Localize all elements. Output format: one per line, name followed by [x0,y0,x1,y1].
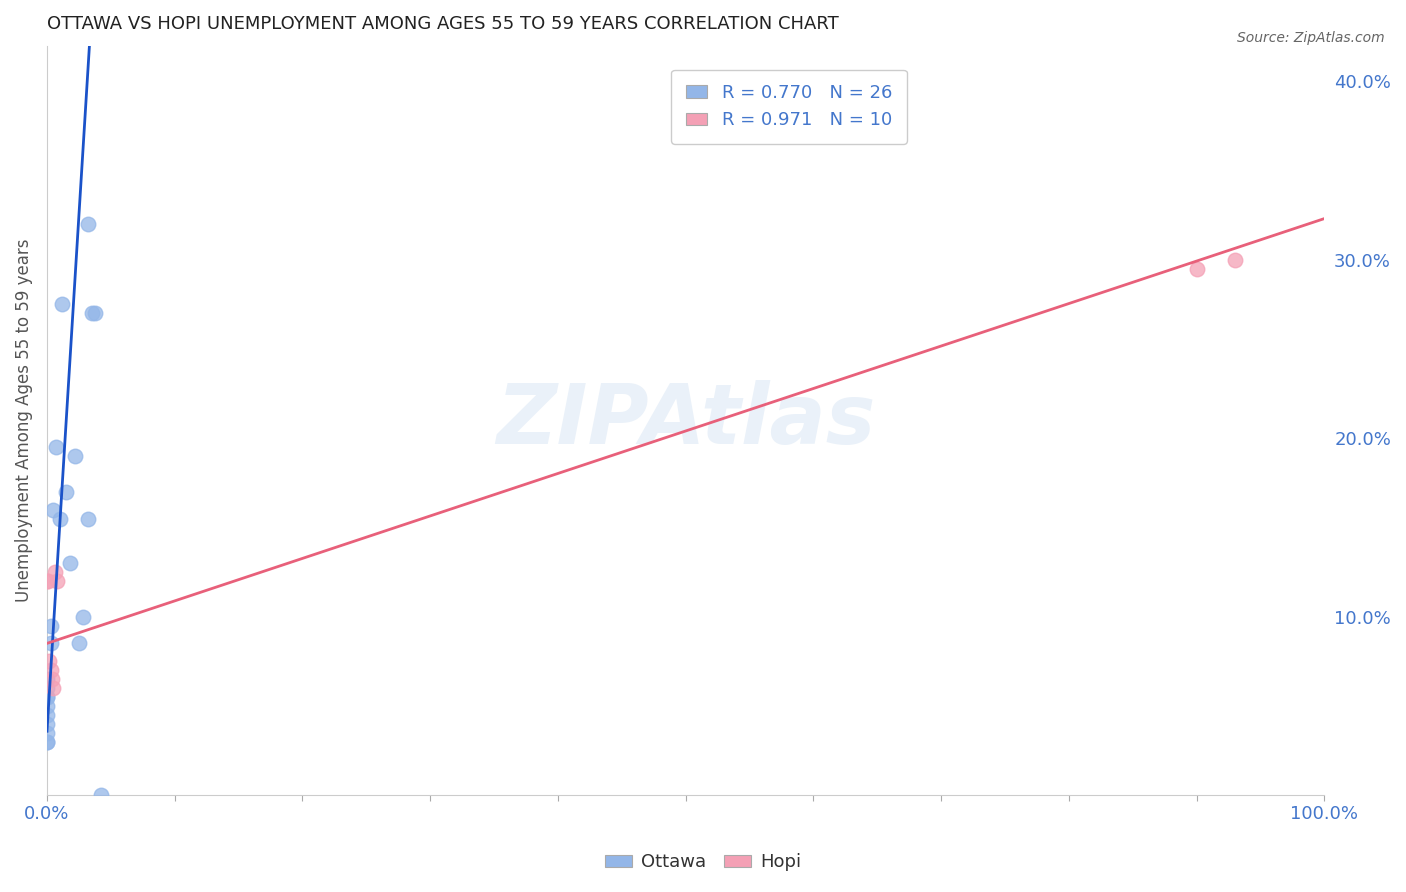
Point [80,306,103,320]
Point [48,511,70,525]
Point [76,217,98,231]
Point [72,609,94,624]
Point [46,574,69,588]
Point [35,698,58,713]
Point [44,565,66,579]
Point [84,306,107,320]
Point [35,707,58,722]
Point [55,484,77,499]
Point [45,440,67,454]
Text: ZIPAtlas: ZIPAtlas [496,380,876,461]
Text: Source: ZipAtlas.com: Source: ZipAtlas.com [1237,31,1385,45]
Point [35,690,58,704]
Point [37,574,59,588]
Point [39,636,62,650]
Point [35,716,58,731]
Point [35,574,58,588]
Point [39,663,62,677]
Point [59,556,82,570]
Point [51,297,73,311]
Legend: Ottawa, Hopi: Ottawa, Hopi [598,847,808,879]
Point [35,672,58,686]
Legend: R = 0.770   N = 26, R = 0.971   N = 10: R = 0.770 N = 26, R = 0.971 N = 10 [671,70,907,144]
Point [35,725,58,739]
Point [90,788,112,802]
Point [1223,252,1246,267]
Point [35,690,58,704]
Text: OTTAWA VS HOPI UNEMPLOYMENT AMONG AGES 55 TO 59 YEARS CORRELATION CHART: OTTAWA VS HOPI UNEMPLOYMENT AMONG AGES 5… [46,15,838,33]
Point [76,511,98,525]
Point [41,672,63,686]
Point [63,449,86,463]
Point [35,681,58,695]
Y-axis label: Unemployment Among Ages 55 to 59 years: Unemployment Among Ages 55 to 59 years [15,239,32,602]
Point [38,654,60,668]
Point [35,734,58,748]
Point [42,681,65,695]
Point [42,502,65,516]
Point [35,734,58,748]
Point [39,618,62,632]
Point [1185,261,1208,276]
Point [67,636,90,650]
